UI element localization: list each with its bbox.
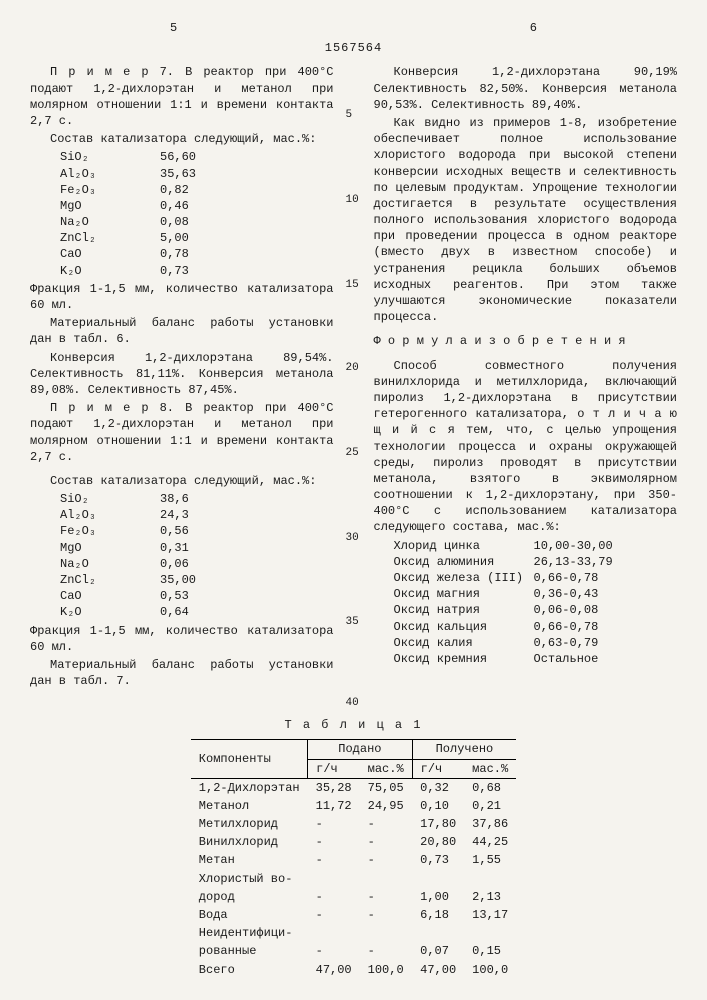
line-number: 40 bbox=[346, 696, 362, 711]
catalyst-7-table: SiO₂56,60Al₂O₃35,63Fe₂O₃0,82MgO0,46Na₂O0… bbox=[60, 149, 334, 279]
catalyst-row: CaO0,53 bbox=[60, 588, 334, 604]
catalyst-row: Al₂O₃24,3 bbox=[60, 507, 334, 523]
catalyst-row: K₂O0,73 bbox=[60, 263, 334, 279]
example-8: П р и м е р 8. В реактор при 400°С подаю… bbox=[30, 400, 334, 465]
material-balance-6: Материальный баланс работы установки дан… bbox=[30, 315, 334, 347]
catalyst-row: Na₂O0,08 bbox=[60, 214, 334, 230]
table-row: Вода--6,1813,17 bbox=[191, 906, 516, 924]
line-number: 20 bbox=[346, 361, 362, 376]
fraction-8: Фракция 1-1,5 мм, количество катализатор… bbox=[30, 623, 334, 655]
th-components: Компоненты bbox=[191, 740, 308, 778]
summary: Как видно из примеров 1-8, изобретение о… bbox=[374, 115, 678, 325]
table-row: Неидентифици- bbox=[191, 924, 516, 942]
line-numbers: 5 10 15 20 25 30 35 40 bbox=[346, 64, 362, 711]
table-row: 1,2-Дихлорэтан35,2875,050,320,68 bbox=[191, 778, 516, 797]
th-obt-gh: г/ч bbox=[412, 759, 464, 778]
catalyst-row: Хлорид цинка10,00-30,00 bbox=[394, 538, 678, 554]
line-number: 35 bbox=[346, 615, 362, 630]
right-column: Конверсия 1,2-дихлорэтана 90,19% Селекти… bbox=[374, 64, 678, 711]
catalyst-row: MgO0,46 bbox=[60, 198, 334, 214]
page-left: 5 bbox=[170, 20, 177, 36]
example-7: П р и м е р 7. В реактор при 400°С подаю… bbox=[30, 64, 334, 129]
composition-table: Хлорид цинка10,00-30,00Оксид алюминия26,… bbox=[394, 538, 678, 668]
line-number: 15 bbox=[346, 278, 362, 293]
table-row: рованные--0,070,15 bbox=[191, 942, 516, 960]
left-column: П р и м е р 7. В реактор при 400°С подаю… bbox=[30, 64, 334, 711]
catalyst-row: ZnCl₂5,00 bbox=[60, 230, 334, 246]
th-fed: Подано bbox=[308, 740, 413, 759]
catalyst-row: Оксид кальция0,66-0,78 bbox=[394, 619, 678, 635]
catalyst-row: K₂O0,64 bbox=[60, 604, 334, 620]
catalyst-row: CaO0,78 bbox=[60, 246, 334, 262]
catalyst-row: MgO0,31 bbox=[60, 540, 334, 556]
table-row: Винилхлорид--20,8044,25 bbox=[191, 833, 516, 851]
table-1-title: Т а б л и ц а 1 bbox=[30, 717, 677, 733]
catalyst-row: Оксид натрия0,06-0,08 bbox=[394, 602, 678, 618]
catalyst-row: SiO₂56,60 bbox=[60, 149, 334, 165]
line-number: 5 bbox=[346, 108, 362, 123]
catalyst-row: SiO₂38,6 bbox=[60, 491, 334, 507]
th-obtained: Получено bbox=[412, 740, 516, 759]
patent-number: 1567564 bbox=[30, 40, 677, 56]
table-row: дород--1,002,13 bbox=[191, 888, 516, 906]
catalyst-header-8: Состав катализатора следующий, мас.%: bbox=[30, 473, 334, 489]
formula-header: Ф о р м у л а и з о б р е т е н и я bbox=[374, 333, 678, 349]
table-row: Метилхлорид--17,8037,86 bbox=[191, 815, 516, 833]
table-row: Всего47,00100,047,00100,0 bbox=[191, 961, 516, 979]
catalyst-8-table: SiO₂38,6Al₂O₃24,3Fe₂O₃0,56MgO0,31Na₂O0,0… bbox=[60, 491, 334, 621]
catalyst-row: Fe₂O₃0,56 bbox=[60, 523, 334, 539]
line-number: 30 bbox=[346, 531, 362, 546]
catalyst-header: Состав катализатора следующий, мас.%: bbox=[30, 131, 334, 147]
catalyst-row: Оксид алюминия26,13-33,79 bbox=[394, 554, 678, 570]
catalyst-row: Оксид железа (III)0,66-0,78 bbox=[394, 570, 678, 586]
table-row: Метан--0,731,55 bbox=[191, 851, 516, 869]
line-number: 10 bbox=[346, 193, 362, 208]
conversion-7: Конверсия 1,2-дихлорэтана 89,54%. Селект… bbox=[30, 350, 334, 399]
catalyst-row: ZnCl₂35,00 bbox=[60, 572, 334, 588]
page-right: 6 bbox=[530, 20, 537, 36]
th-fed-pct: мас.% bbox=[360, 759, 413, 778]
table-1: Компоненты Подано Получено г/ч мас.% г/ч… bbox=[191, 739, 516, 978]
th-fed-gh: г/ч bbox=[308, 759, 360, 778]
catalyst-row: Оксид калия0,63-0,79 bbox=[394, 635, 678, 651]
conversion-8: Конверсия 1,2-дихлорэтана 90,19% Селекти… bbox=[374, 64, 678, 113]
claim-text: Способ совместного получения винилхлорид… bbox=[374, 358, 678, 536]
line-number: 25 bbox=[346, 446, 362, 461]
catalyst-row: Al₂O₃35,63 bbox=[60, 166, 334, 182]
catalyst-row: Оксид кремнияОстальное bbox=[394, 651, 678, 667]
th-obt-pct: мас.% bbox=[464, 759, 516, 778]
table-row: Хлористый во- bbox=[191, 870, 516, 888]
table-row: Метанол11,7224,950,100,21 bbox=[191, 797, 516, 815]
catalyst-row: Na₂O0,06 bbox=[60, 556, 334, 572]
fraction-7: Фракция 1-1,5 мм, количество катализатор… bbox=[30, 281, 334, 313]
material-balance-7: Материальный баланс работы установки дан… bbox=[30, 657, 334, 689]
catalyst-row: Fe₂O₃0,82 bbox=[60, 182, 334, 198]
catalyst-row: Оксид магния0,36-0,43 bbox=[394, 586, 678, 602]
